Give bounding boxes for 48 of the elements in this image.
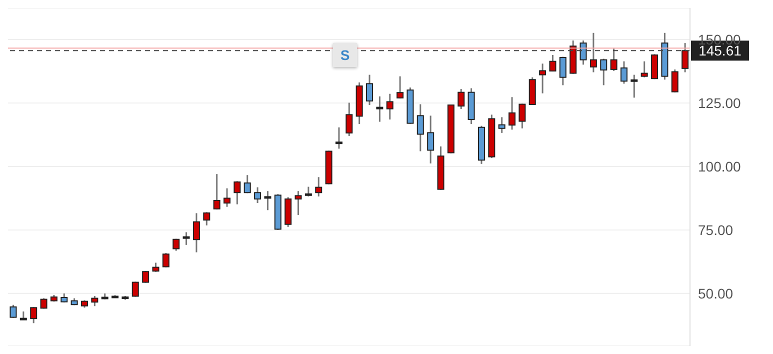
candlestick: [315, 176, 322, 198]
y-tick-label: 50.00: [698, 285, 734, 302]
candlestick: [142, 270, 150, 284]
candlestick: [346, 102, 353, 137]
y-tick-label: 100.00: [698, 158, 742, 174]
candlestick: [416, 103, 424, 152]
candlestick: [203, 211, 210, 226]
candlestick: [620, 60, 628, 84]
candlestick: [682, 42, 689, 73]
candlestick: [244, 174, 251, 194]
candlestick: [396, 76, 404, 100]
candlestick: [182, 231, 190, 246]
annotation: S: [333, 43, 357, 67]
candlestick: [671, 68, 678, 94]
y-tick-label: 75.00: [698, 222, 734, 238]
candlestick: [192, 212, 200, 254]
candlestick: [376, 96, 384, 123]
candlestick: [610, 48, 618, 72]
candlestick: [518, 102, 526, 130]
candlestick: [213, 173, 220, 210]
candlestick: [539, 62, 546, 94]
candlestick: [498, 116, 506, 134]
candlestick: [234, 180, 241, 206]
candlestick: [264, 190, 272, 211]
candlestick: [386, 93, 394, 120]
candlestick: [254, 186, 262, 204]
candlestick: [640, 60, 648, 78]
candlestick: [162, 252, 170, 268]
candlestick: [580, 40, 587, 66]
candlestick: [559, 56, 566, 86]
candlestick: [152, 262, 160, 273]
candlestick: [549, 54, 556, 72]
candlestick: [91, 295, 98, 307]
candlestick: [335, 126, 342, 150]
candlestick: [508, 96, 516, 130]
candlestick: [651, 53, 658, 80]
candlestick: [590, 32, 597, 73]
candlestick: [630, 74, 638, 98]
candlestick: [427, 114, 434, 164]
candlestick: [10, 304, 17, 319]
candlestick: [458, 88, 465, 110]
candlestick: [600, 58, 608, 86]
candlestick: [30, 306, 38, 324]
y-tick-label: 125.00: [698, 94, 742, 111]
candlestick: [294, 190, 302, 216]
candlestick: [366, 74, 374, 106]
candlestick: [304, 186, 312, 198]
candlestick: [224, 188, 230, 208]
